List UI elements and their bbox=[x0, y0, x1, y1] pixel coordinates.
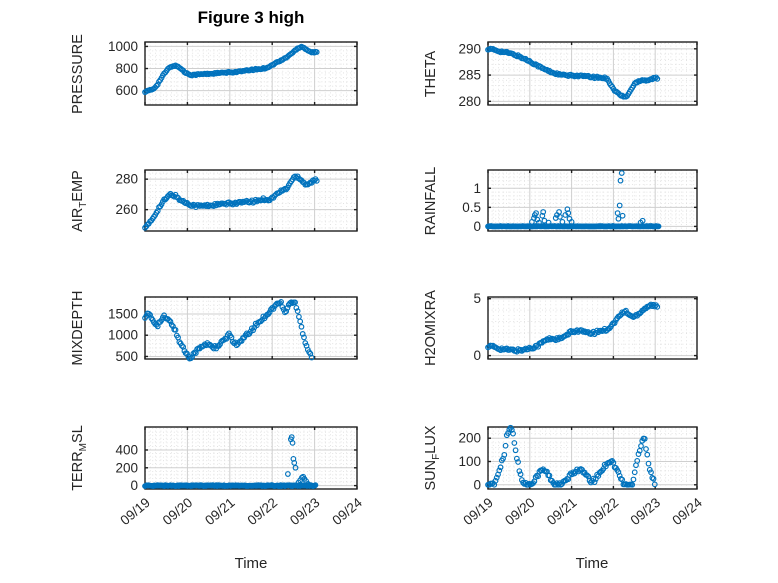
y-tick-label: 600 bbox=[115, 83, 138, 98]
data-markers-sun-flux bbox=[485, 424, 658, 488]
axis-box bbox=[144, 41, 358, 106]
y-tick-label: 0 bbox=[473, 219, 481, 234]
y-tick-label: 280 bbox=[458, 94, 481, 109]
y-tick-label: 1000 bbox=[108, 39, 138, 54]
data-markers-pressure bbox=[142, 43, 320, 96]
y-tick-label: 500 bbox=[115, 349, 138, 364]
y-tick-label: 800 bbox=[115, 61, 138, 76]
axis-box bbox=[487, 41, 698, 106]
y-tick-label: 290 bbox=[458, 41, 481, 56]
data-markers-h2omixra bbox=[485, 301, 661, 355]
y-axis-label-text: SUN bbox=[423, 459, 439, 491]
y-tick-label: 285 bbox=[458, 68, 481, 83]
y-tick-label: 260 bbox=[115, 202, 138, 217]
x-tick-label: 09/22 bbox=[245, 495, 281, 528]
x-tick-label: 09/23 bbox=[628, 495, 664, 528]
y-axis-label-text: H2OMIXRA bbox=[423, 290, 439, 366]
y-axis-label-text: SL bbox=[70, 425, 86, 443]
x-tick-label: 09/19 bbox=[117, 495, 153, 528]
data-markers-theta bbox=[485, 45, 661, 100]
figure-title: Figure 3 high bbox=[197, 8, 305, 27]
minor-grid bbox=[145, 170, 357, 231]
axis-box bbox=[144, 169, 358, 232]
subplot-rainfall: 0 0.5 1 RAINFALL bbox=[423, 166, 698, 235]
y-tick-label: 0.5 bbox=[462, 200, 481, 215]
y-axis-label-subscript: F bbox=[431, 453, 442, 460]
minor-grid bbox=[145, 427, 357, 489]
subplot-theta: 280 285 290 THETA bbox=[423, 41, 698, 109]
subplot-h2omixra: 0 5 H2OMIXRA bbox=[423, 290, 698, 366]
x-tick-label: 09/21 bbox=[202, 495, 238, 528]
y-axis-label-subscript: M bbox=[78, 442, 89, 452]
data-markers-air-temp bbox=[142, 173, 320, 231]
subplot-svg-terr-msl: 0 200 400 09/19 09/20 09/21 09/22 09/23 09/24 bbox=[115, 426, 365, 528]
subplot-sun-flux: 0 100 200 09/19 09/20 09/21 09/22 09/23 09/24 SUN… bbox=[423, 424, 705, 528]
subplot-mixdepth: 500 1000 1500 MIXDEPTH bbox=[70, 291, 358, 365]
y-tick-label: 280 bbox=[115, 172, 138, 187]
y-tick-label: 1500 bbox=[108, 306, 138, 321]
axis-box bbox=[144, 296, 358, 360]
x-tick-label: 09/23 bbox=[287, 495, 323, 528]
x-tick-label: 09/20 bbox=[160, 495, 196, 528]
x-axis-label-left: Time bbox=[234, 555, 268, 572]
x-tick-label: 09/19 bbox=[460, 495, 496, 528]
x-axis-label-right: Time bbox=[575, 555, 609, 572]
y-axis-label-text: MIXDEPTH bbox=[70, 290, 86, 366]
data-markers-terr-msl bbox=[142, 434, 319, 490]
subplot-svg-air-temp: 260 280 bbox=[115, 169, 358, 232]
y-axis-label-text: LUX bbox=[423, 425, 439, 454]
x-tick-label: 09/24 bbox=[669, 495, 705, 529]
y-axis-label-text: EMP bbox=[70, 169, 86, 202]
data-markers-rainfall bbox=[485, 170, 662, 230]
subplot-pressure: 600 800 1000 PRESSURE bbox=[70, 34, 358, 113]
subplot-air-temp: 260 280 AIRTEMP bbox=[70, 169, 358, 232]
y-tick-label: 0 bbox=[473, 348, 481, 363]
x-tick-label: 09/20 bbox=[502, 495, 538, 528]
subplot-svg-sun-flux: 0 100 200 09/19 09/20 09/21 09/22 09/23 09/24 bbox=[458, 424, 705, 528]
y-tick-label: 1000 bbox=[108, 328, 138, 343]
y-tick-label: 100 bbox=[458, 454, 481, 469]
y-axis-label-text: TERR bbox=[70, 451, 86, 491]
y-axis-label-text: THETA bbox=[423, 50, 439, 97]
subplot-svg-pressure: 600 800 1000 bbox=[108, 39, 358, 106]
y-tick-label: 200 bbox=[115, 460, 138, 475]
minor-grid bbox=[488, 42, 697, 105]
x-tick-label: 09/21 bbox=[544, 495, 580, 528]
x-tick-label: 09/22 bbox=[586, 495, 622, 528]
subplot-terr-msl: 0 200 400 09/19 09/20 09/21 09/22 09/23 09/24 TER… bbox=[70, 425, 365, 528]
y-axis-label-sun-flux: SUNFLUX bbox=[422, 358, 442, 558]
axis-box bbox=[487, 296, 698, 360]
y-axis-label-text: RAINFALL bbox=[423, 166, 439, 235]
minor-grid bbox=[488, 170, 697, 231]
y-tick-label: 1 bbox=[473, 181, 481, 196]
subplot-svg-theta: 280 285 290 bbox=[458, 41, 698, 109]
y-axis-label-terr-msl: TERRMSL bbox=[69, 358, 89, 558]
x-tick-label: 09/24 bbox=[329, 495, 365, 529]
subplot-svg-h2omixra: 05 bbox=[473, 291, 698, 363]
y-tick-label: 0 bbox=[130, 478, 138, 493]
minor-grid bbox=[145, 41, 357, 105]
y-tick-label: 0 bbox=[473, 477, 481, 492]
subplot-svg-mixdepth: 500 1000 1500 bbox=[108, 296, 358, 364]
y-tick-label: 200 bbox=[458, 431, 481, 446]
y-tick-label: 400 bbox=[115, 442, 138, 457]
y-tick-label: 5 bbox=[473, 291, 481, 306]
data-markers-mixdepth bbox=[142, 299, 315, 362]
subplot-svg-rainfall: 00.51 bbox=[462, 169, 698, 234]
axis-box bbox=[487, 426, 698, 490]
